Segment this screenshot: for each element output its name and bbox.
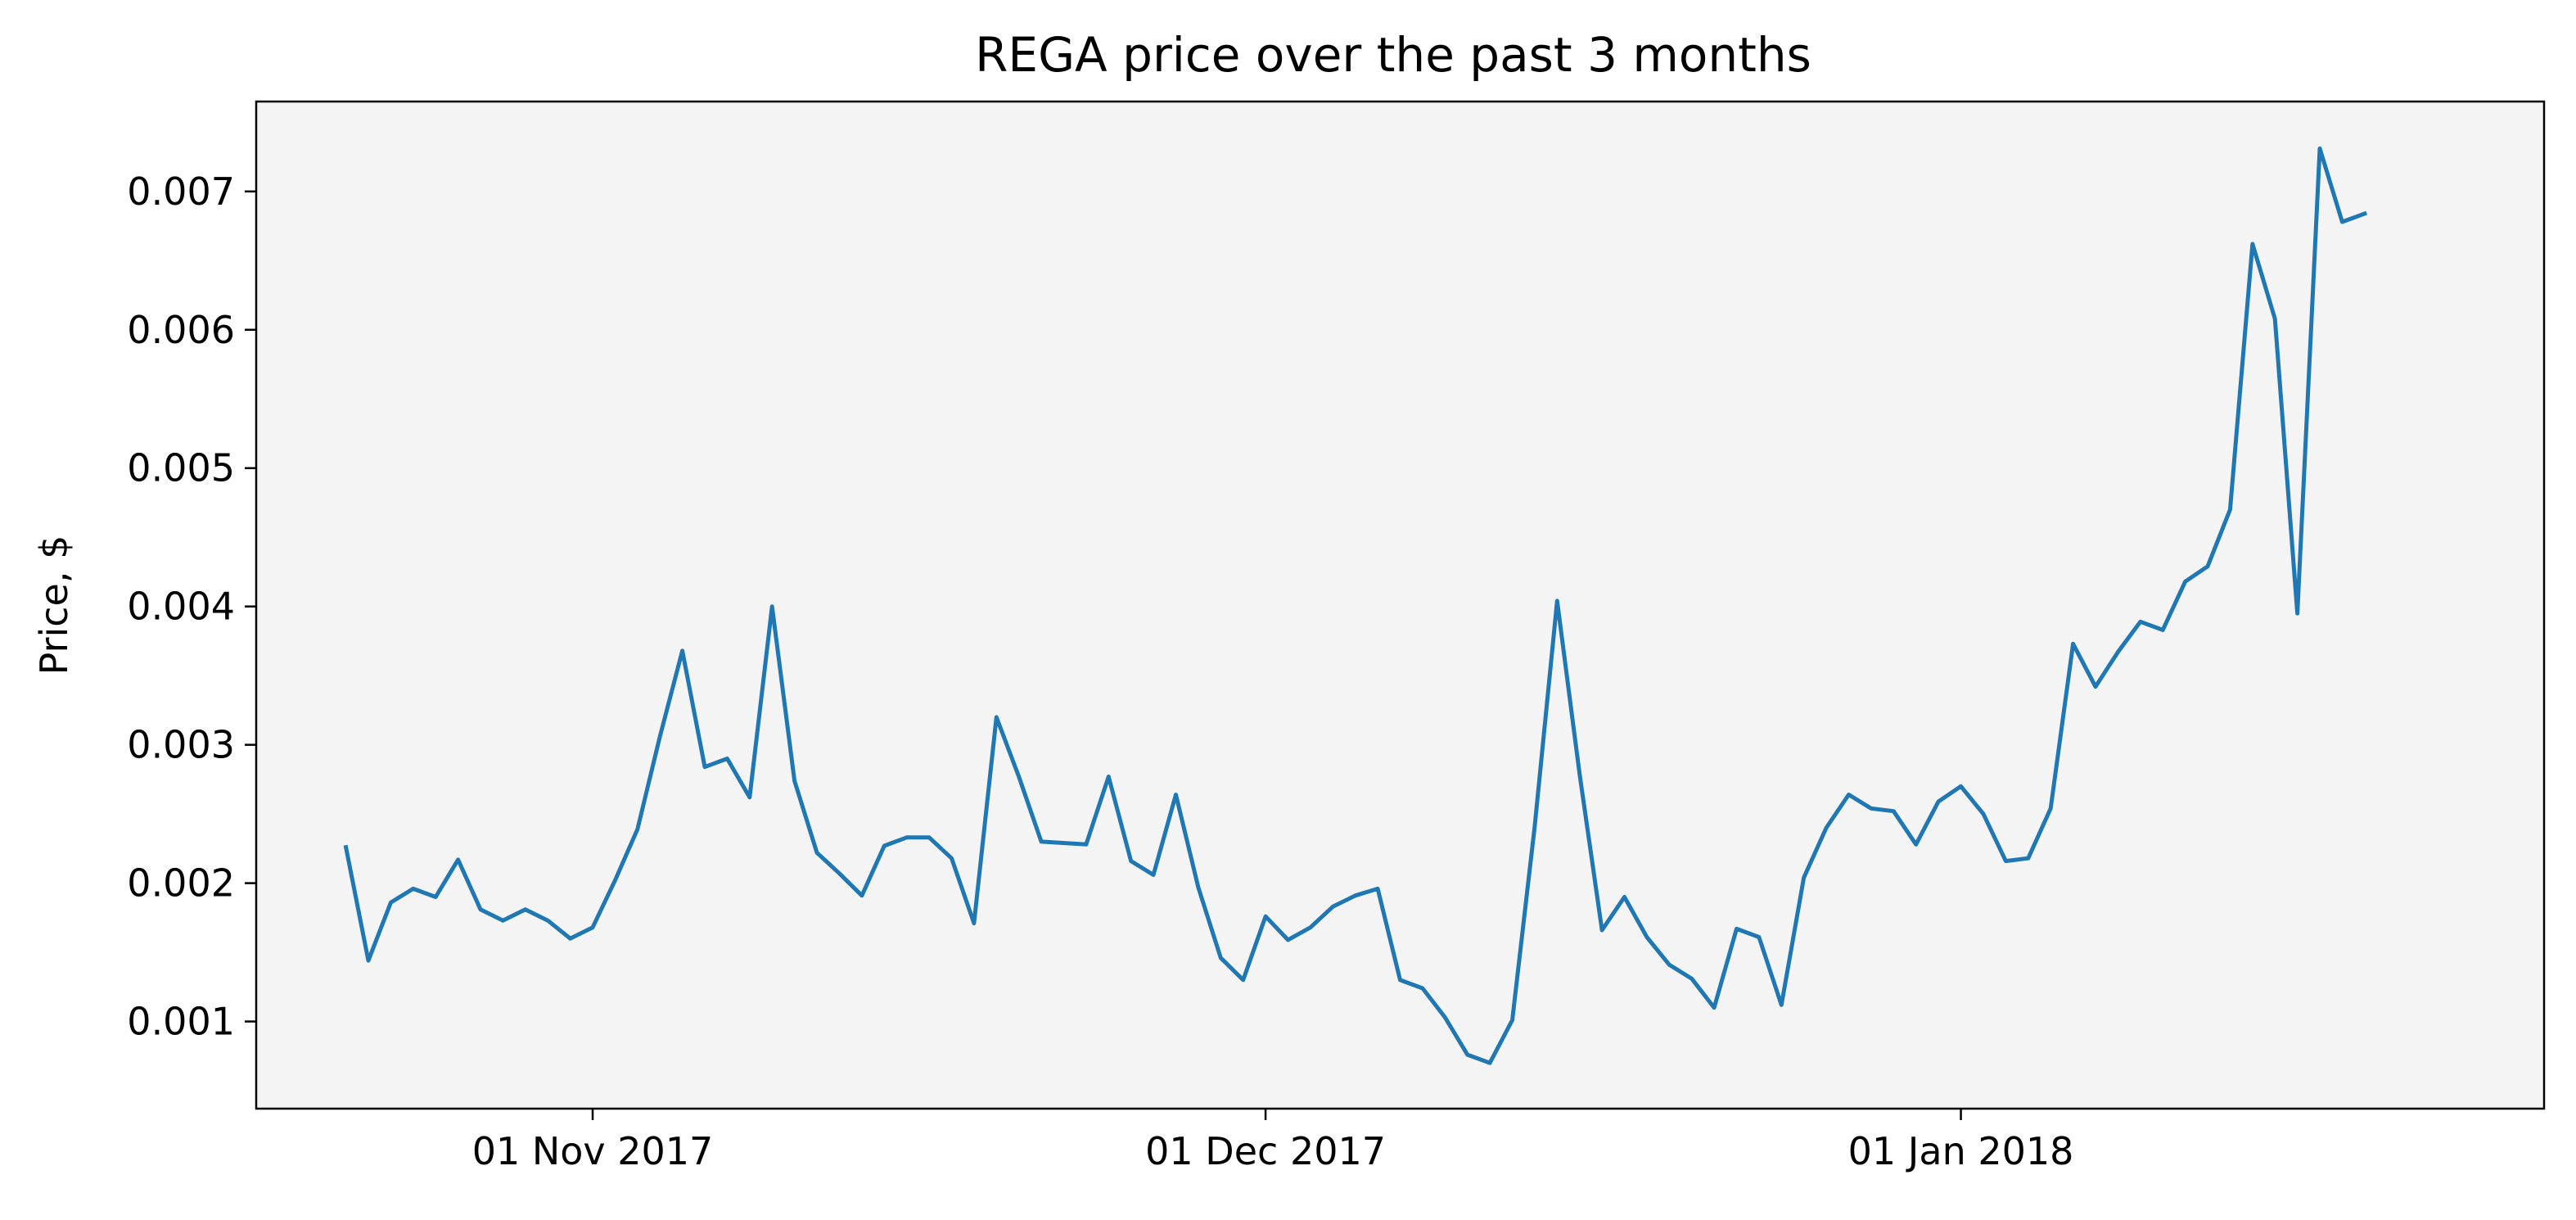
x-axis-ticks: 01 Nov 2017 01 Dec 2017 01 Jan 2018 [472,1109,2074,1173]
y-tick-label: 0.003 [127,723,235,767]
y-axis-ticks: 0.001 0.002 0.003 0.004 0.005 0.006 0.007 [127,169,256,1044]
y-axis-label: Price, $ [32,535,76,676]
y-tick-label: 0.007 [127,169,235,214]
x-tick-label: 01 Nov 2017 [472,1129,714,1173]
plot-area [256,102,2544,1109]
x-tick-label: 01 Dec 2017 [1145,1129,1386,1173]
y-tick-label: 0.002 [127,861,235,906]
price-series-line [343,146,2368,1065]
y-tick-label: 0.001 [127,1000,235,1044]
plot-frame [255,100,2546,1110]
y-tick-label: 0.004 [127,585,235,629]
y-tick-label: 0.006 [127,308,235,352]
y-tick-label: 0.005 [127,446,235,490]
x-tick-label: 01 Jan 2018 [1848,1129,2074,1173]
chart-title: REGA price over the past 3 months [975,27,1811,83]
